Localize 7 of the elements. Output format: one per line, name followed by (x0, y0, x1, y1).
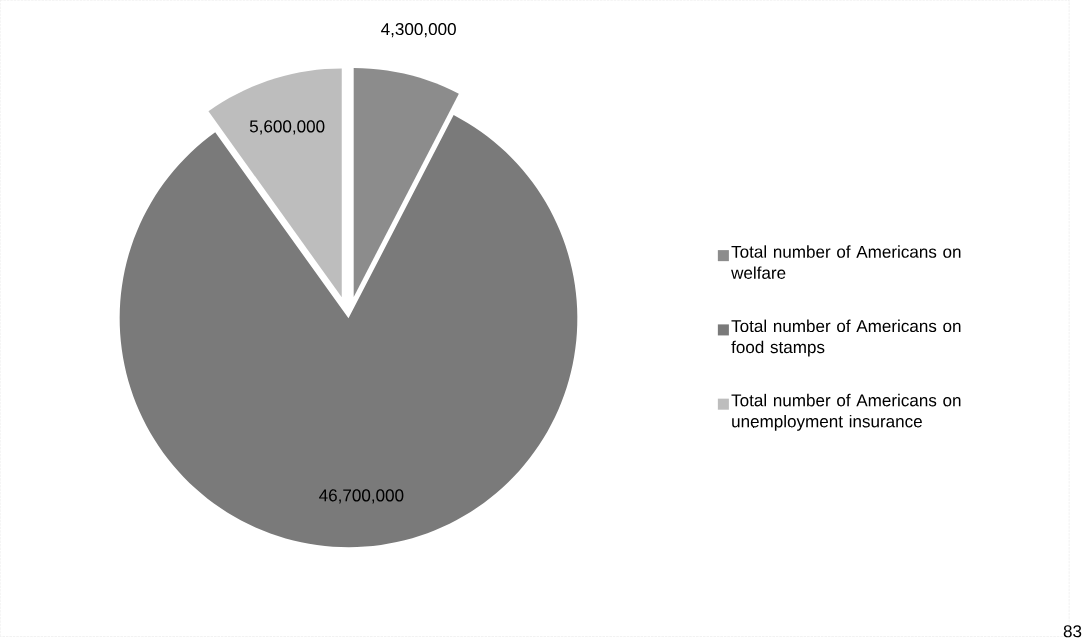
legend-label: Total number of Americans on welfare (731, 245, 961, 279)
legend-label: Total number of Americans on food stamps (731, 319, 961, 357)
legend-label: Total number of Americans on unemployment insurance (731, 393, 961, 431)
data-label: 5,600,000 (249, 120, 325, 135)
data-label: 4,300,000 (381, 22, 456, 37)
data-label: 46,700,000 (319, 489, 404, 504)
text: 83 (1063, 625, 1082, 638)
